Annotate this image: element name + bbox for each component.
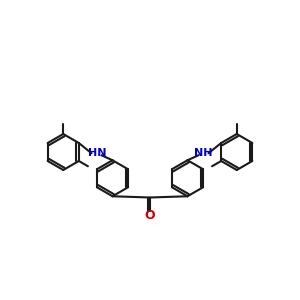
Text: NH: NH xyxy=(194,148,212,158)
Text: HN: HN xyxy=(88,148,106,158)
Text: O: O xyxy=(145,209,155,222)
